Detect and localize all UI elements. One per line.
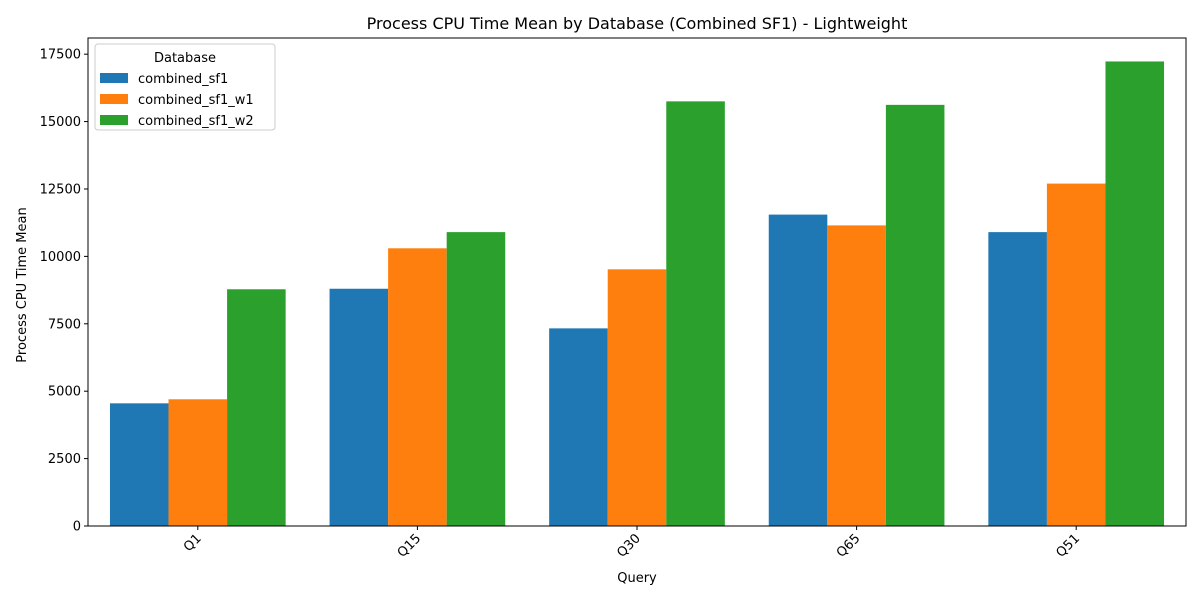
x-tick-label-q30: Q30	[614, 531, 644, 561]
bar-combined_sf1_w1-q30	[607, 269, 667, 526]
bar-combined_sf1_w2-q15	[446, 232, 506, 526]
legend-box	[94, 43, 276, 131]
y-tick-label: 15000	[40, 115, 81, 130]
y-axis-label: Process CPU Time Mean	[15, 207, 30, 362]
bar-combined_sf1-q65	[768, 214, 828, 526]
y-tick-label: 7500	[48, 317, 81, 332]
x-axis-label: Query	[617, 571, 657, 586]
bar-combined_sf1_w2-q30	[666, 101, 725, 527]
legend-swatch-combined_sf1_w2	[100, 115, 128, 125]
bar-combined_sf1_w2-q51	[1105, 61, 1165, 527]
bars-layer	[109, 61, 1165, 527]
y-tick-label: 2500	[48, 452, 81, 467]
legend: Database combined_sf1 combined_sf1_w1combi…	[94, 43, 276, 131]
x-tick-label-q65: Q65	[834, 531, 864, 561]
bar-combined_sf1_w1-q51	[1046, 183, 1106, 526]
y-tick-label: 17500	[40, 48, 81, 63]
legend-title: Database	[154, 51, 216, 66]
y-tick-label: 0	[73, 520, 81, 535]
y-tick-label: 5000	[48, 385, 81, 400]
legend-label-combined_sf1_w1: combined_sf1_w1	[138, 93, 254, 108]
bar-combined_sf1_w2-q65	[885, 104, 945, 527]
bar-combined_sf1_w2-q1	[227, 289, 286, 526]
bar-combined_sf1_w1-q65	[827, 225, 886, 526]
x-tick-label-q15: Q15	[395, 531, 425, 561]
legend-swatch-combined_sf1_w1	[100, 94, 128, 104]
x-tick-label-q1: Q1	[181, 531, 205, 555]
legend-swatch-combined_sf1	[100, 73, 128, 83]
y-tick-label: 10000	[40, 250, 81, 265]
axes-layer: 0 2500 5000 7500 10000 12500 15000 17500 Q1 Q15 Q3…	[40, 37, 1187, 561]
y-tick-label: 12500	[40, 182, 81, 197]
bar-combined_sf1_w1-q15	[388, 248, 447, 527]
chart-title: Process CPU Time Mean by Database (Combi…	[367, 14, 908, 33]
x-tick-label-q51: Q51	[1053, 531, 1083, 561]
bar-combined_sf1-q1	[109, 403, 169, 526]
bar-combined_sf1-q51	[988, 232, 1047, 526]
bar-combined_sf1_w1-q1	[168, 399, 228, 526]
legend-label-combined_sf1_w2: combined_sf1_w2	[138, 114, 254, 129]
bar-combined_sf1-q15	[329, 288, 389, 526]
bar-combined_sf1-q30	[549, 328, 608, 526]
legend-label-combined_sf1: combined_sf1	[138, 72, 228, 87]
